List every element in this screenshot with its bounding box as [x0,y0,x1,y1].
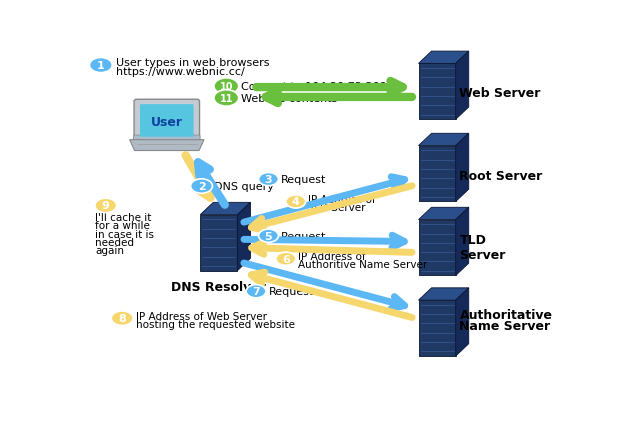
Text: https://www.webnic.cc/: https://www.webnic.cc/ [116,66,244,76]
Polygon shape [237,203,250,271]
Polygon shape [200,203,250,215]
Circle shape [246,285,266,298]
Text: 2: 2 [198,181,205,192]
Polygon shape [200,215,237,271]
Polygon shape [419,64,456,120]
Circle shape [214,90,239,107]
Text: 9: 9 [102,201,109,211]
Polygon shape [129,140,204,151]
Polygon shape [419,134,468,146]
Text: Website contents: Website contents [241,94,337,104]
Text: IP Address of: IP Address of [308,195,376,205]
Text: I'll cache it: I'll cache it [95,213,151,223]
Text: Server: Server [460,248,506,261]
Polygon shape [419,208,468,220]
Polygon shape [419,220,456,276]
Text: again: again [95,245,124,256]
Circle shape [214,79,239,95]
Circle shape [286,196,306,209]
Text: hosting the requested website: hosting the requested website [136,319,294,329]
Text: Web Server: Web Server [460,87,541,100]
Text: Authoritative: Authoritative [460,309,552,322]
Text: for a while: for a while [95,221,150,231]
Circle shape [259,230,278,243]
Text: 11: 11 [220,94,233,104]
Circle shape [90,58,112,73]
Text: Root Server: Root Server [460,169,543,182]
Text: 8: 8 [118,314,126,323]
Text: 10: 10 [220,82,233,92]
Text: Request: Request [281,175,326,185]
FancyBboxPatch shape [134,100,200,142]
Text: Request: Request [281,231,326,241]
Text: 5: 5 [265,231,272,241]
FancyBboxPatch shape [134,136,200,141]
Text: TLD Server: TLD Server [308,203,365,213]
Polygon shape [456,52,468,120]
Text: User: User [151,116,183,129]
Text: Name Server: Name Server [460,319,550,332]
Circle shape [276,253,296,266]
Polygon shape [456,134,468,202]
Polygon shape [456,288,468,356]
Text: User types in web browsers: User types in web browsers [116,58,269,68]
Text: Connect to 104.20.73.209: Connect to 104.20.73.209 [241,82,387,92]
Text: 7: 7 [252,287,260,296]
Text: DNS query: DNS query [214,181,275,192]
FancyBboxPatch shape [140,105,193,138]
Text: IP Address of: IP Address of [298,251,366,262]
Text: DNS Resolver: DNS Resolver [172,281,266,294]
Polygon shape [419,146,456,202]
Text: Authoritive Name Server: Authoritive Name Server [298,259,428,269]
Text: needed: needed [95,237,134,248]
Text: 1: 1 [97,61,105,71]
Text: 4: 4 [292,197,300,207]
Text: 6: 6 [282,254,290,264]
Circle shape [95,199,116,213]
Circle shape [111,311,133,325]
Text: TLD: TLD [460,233,486,246]
Polygon shape [419,52,468,64]
Text: in case it is: in case it is [95,229,154,239]
Circle shape [191,179,212,194]
Polygon shape [456,208,468,276]
Polygon shape [419,288,468,300]
Text: 3: 3 [265,175,272,185]
Text: Request: Request [269,287,314,296]
Polygon shape [419,300,456,356]
Text: IP Address of Web Server: IP Address of Web Server [136,311,266,321]
Circle shape [259,173,278,186]
